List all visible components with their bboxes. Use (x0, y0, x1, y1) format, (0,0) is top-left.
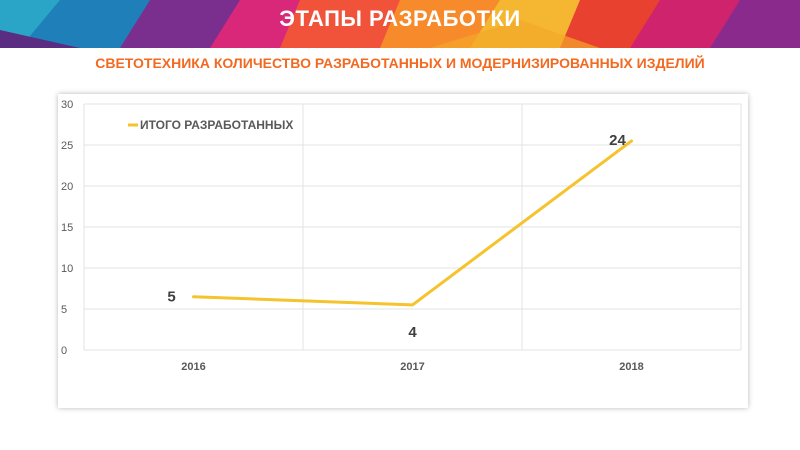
y-tick-label: 5 (61, 304, 67, 316)
y-tick-label: 25 (61, 140, 73, 152)
data-labels: 5 4 24 (167, 132, 626, 341)
page-title: ЭТАПЫ РАЗРАБОТКИ (279, 6, 521, 31)
data-label: 4 (408, 324, 417, 341)
data-label: 24 (609, 132, 626, 149)
chart-card: 0 5 10 15 20 25 30 2016 2017 2018 5 4 24 ИТОГО РАЗ… (58, 94, 748, 408)
line-chart: 0 5 10 15 20 25 30 2016 2017 2018 5 4 24 ИТОГО РАЗ… (61, 99, 742, 373)
chart-subtitle: СВЕТОТЕХНИКА КОЛИЧЕСТВО РАЗРАБОТАННЫХ И … (95, 55, 705, 71)
legend-label: ИТОГО РАЗРАБОТАННЫХ (140, 118, 293, 132)
y-tick-label: 0 (61, 345, 67, 357)
data-label: 5 (167, 289, 175, 306)
x-tick-label: 2016 (181, 361, 205, 373)
y-tick-label: 10 (61, 263, 73, 275)
x-axis-ticks: 2016 2017 2018 (181, 361, 643, 373)
series-layer (192, 139, 633, 307)
grid-lines (83, 103, 742, 351)
y-tick-label: 30 (61, 99, 73, 111)
header-banner (0, 0, 800, 48)
legend: ИТОГО РАЗРАБОТАННЫХ (128, 118, 293, 132)
x-tick-label: 2018 (619, 361, 643, 373)
x-tick-label: 2017 (400, 361, 424, 373)
y-tick-label: 15 (61, 222, 73, 234)
y-axis-ticks: 0 5 10 15 20 25 30 (61, 99, 73, 357)
series-line (192, 139, 633, 307)
y-tick-label: 20 (61, 181, 73, 193)
